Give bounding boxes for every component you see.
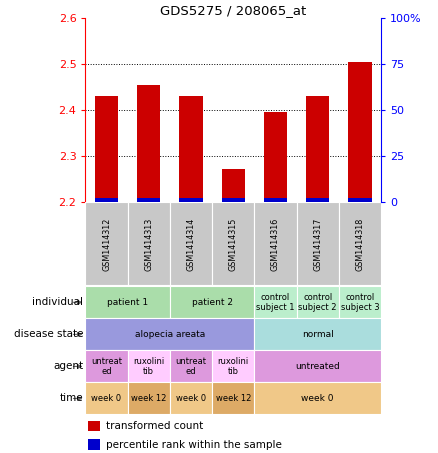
Bar [95, 198, 118, 202]
Text: GSM1414313: GSM1414313 [144, 217, 153, 270]
Bar [127, 382, 170, 414]
Text: ruxolini
tib: ruxolini tib [133, 357, 164, 376]
Text: GSM1414312: GSM1414312 [102, 217, 111, 270]
Text: disease state: disease state [14, 329, 83, 339]
Text: control
subject 2: control subject 2 [298, 293, 337, 312]
Text: GSM1414316: GSM1414316 [271, 217, 280, 270]
Bar [222, 169, 245, 202]
Bar [85, 202, 127, 285]
Text: GSM1414318: GSM1414318 [356, 217, 364, 270]
Bar [264, 112, 287, 202]
Text: week 12: week 12 [215, 394, 251, 403]
Bar [170, 286, 254, 318]
Text: control
subject 1: control subject 1 [256, 293, 295, 312]
Bar [127, 351, 170, 382]
Text: patient 1: patient 1 [107, 298, 148, 307]
Bar [306, 96, 329, 202]
Bar [254, 351, 381, 382]
Bar [254, 382, 381, 414]
Bar [85, 351, 127, 382]
Text: time: time [60, 394, 83, 404]
Bar [297, 286, 339, 318]
Text: percentile rank within the sample: percentile rank within the sample [106, 440, 282, 450]
Bar [339, 286, 381, 318]
Bar [85, 286, 170, 318]
Text: normal: normal [302, 330, 334, 339]
Text: agent: agent [53, 361, 83, 371]
Bar [180, 198, 203, 202]
Text: GSM1414314: GSM1414314 [187, 217, 195, 270]
Bar [254, 286, 297, 318]
Bar [170, 382, 212, 414]
Text: untreat
ed: untreat ed [91, 357, 122, 376]
Bar [85, 382, 127, 414]
Bar [212, 202, 254, 285]
Bar [297, 202, 339, 285]
Bar [339, 202, 381, 285]
Bar [170, 202, 212, 285]
Text: untreat
ed: untreat ed [176, 357, 206, 376]
Bar [212, 351, 254, 382]
Text: week 12: week 12 [131, 394, 166, 403]
Bar [88, 439, 100, 450]
Bar [212, 382, 254, 414]
Text: GSM1414317: GSM1414317 [313, 217, 322, 270]
Bar [180, 96, 203, 202]
Text: week 0: week 0 [92, 394, 122, 403]
Bar [264, 198, 287, 202]
Bar [137, 198, 160, 202]
Title: GDS5275 / 208065_at: GDS5275 / 208065_at [160, 4, 306, 17]
Bar [127, 202, 170, 285]
Bar [170, 351, 212, 382]
Bar [306, 198, 329, 202]
Bar [348, 62, 371, 202]
Text: control
subject 3: control subject 3 [341, 293, 379, 312]
Bar [85, 318, 254, 351]
Bar [95, 96, 118, 202]
Text: alopecia areata: alopecia areata [135, 330, 205, 339]
Bar [222, 198, 245, 202]
Bar [254, 318, 381, 351]
Bar [254, 202, 297, 285]
Text: week 0: week 0 [176, 394, 206, 403]
Text: individual: individual [32, 297, 83, 307]
Text: ruxolini
tib: ruxolini tib [218, 357, 249, 376]
Bar [348, 198, 371, 202]
Text: transformed count: transformed count [106, 421, 203, 431]
Text: patient 2: patient 2 [191, 298, 233, 307]
Text: GSM1414315: GSM1414315 [229, 217, 238, 270]
Bar [88, 421, 100, 431]
Text: untreated: untreated [295, 362, 340, 371]
Bar [137, 85, 160, 202]
Text: week 0: week 0 [301, 394, 334, 403]
